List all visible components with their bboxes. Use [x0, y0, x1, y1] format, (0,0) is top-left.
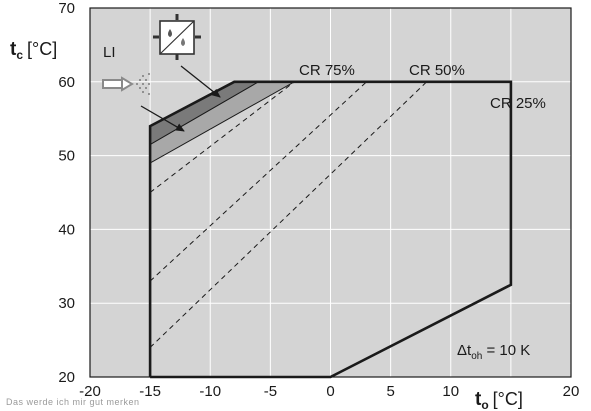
x-axis-label-sub: o: [481, 398, 488, 411]
y-axis-label-main: t: [10, 39, 17, 60]
cr-50-label: CR 50%: [409, 62, 465, 79]
x-tick-label: 0: [326, 383, 334, 400]
dt-oh-annotation: Δtoh = 10 K: [457, 342, 530, 362]
y-axis-label-sub: c: [16, 48, 23, 62]
x-tick-label: -10: [199, 383, 221, 400]
cr-line-2: [149, 81, 367, 282]
x-tick-label: 10: [442, 383, 459, 400]
footer-caption: Das werde ich mir gut merken: [6, 397, 140, 407]
y-axis-label: tc [°C]: [10, 39, 57, 62]
x-tick-label: 20: [563, 383, 580, 400]
x-tick-labels: -20 -15 -10 -5 0 5 10 20: [79, 383, 579, 400]
cr-75-label: CR 75%: [299, 62, 355, 79]
y-axis-label-unit: [°C]: [27, 39, 57, 59]
cr-line-1: [149, 81, 428, 348]
economizer-icon: [153, 14, 201, 60]
liquid-injection-icon: [102, 73, 150, 95]
dt-prefix: Δt: [457, 342, 472, 359]
y-tick-label: 40: [58, 221, 75, 238]
dt-sub: oh: [471, 351, 482, 362]
plot-frame: [89, 7, 572, 378]
x-axis-label-unit: [°C]: [493, 389, 523, 409]
cr-line-3: [149, 81, 295, 193]
x-tick-label: -15: [139, 383, 161, 400]
x-axis-label: to [°C]: [475, 389, 523, 411]
leader-arrow-econ: [140, 105, 185, 132]
y-tick-label: 50: [58, 148, 75, 165]
y-tick-label: 60: [58, 74, 75, 91]
x-tick-label: -20: [79, 383, 101, 400]
annotation-arrows: [140, 65, 221, 132]
y-tick-label: 20: [58, 369, 75, 386]
y-tick-labels: 20 30 40 50 60 70: [58, 0, 75, 386]
leader-arrow-li: [180, 65, 221, 98]
li-label: LI: [103, 44, 116, 61]
x-tick-label: -5: [264, 383, 277, 400]
x-axis-label-main: t: [475, 389, 482, 410]
dt-value: = 10 K: [482, 342, 530, 359]
cr-lines: [149, 81, 428, 348]
y-tick-label: 30: [58, 295, 75, 312]
cr-25-label: CR 25%: [490, 95, 546, 112]
x-tick-label: 5: [386, 383, 394, 400]
y-tick-label: 70: [58, 0, 75, 17]
